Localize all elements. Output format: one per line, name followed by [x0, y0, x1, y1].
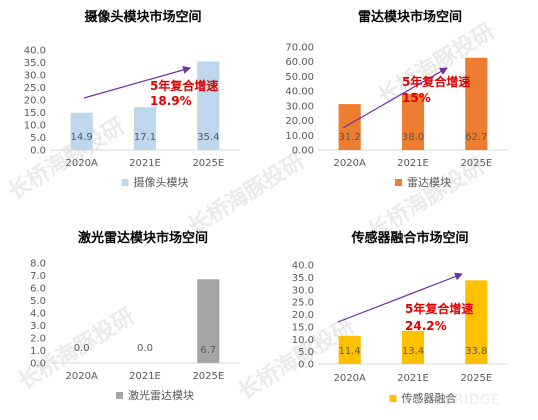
x-tick-label: 2020A [334, 158, 366, 169]
data-label: 0.0 [137, 343, 153, 354]
data-label: 33.8 [465, 346, 487, 357]
x-tick-label: 2021E [129, 158, 161, 169]
y-tick-label: 10.0 [24, 121, 46, 132]
y-tick-label: 8.0 [30, 259, 46, 270]
bar [197, 61, 220, 150]
y-tick-label: 35.0 [24, 58, 46, 69]
trend-arrow [342, 67, 448, 129]
y-tick-label: 0.0 [298, 360, 314, 371]
trend-arrow [337, 272, 463, 323]
trend-arrow [83, 66, 191, 99]
y-tick-label: 10.00 [285, 131, 314, 142]
data-label: 6.7 [200, 345, 216, 356]
y-tick-label: 30.0 [24, 71, 46, 82]
chart-title: 雷达模块市场空间 [358, 9, 462, 25]
chart-panel: 摄像头模块市场空间 0.0 5.010.0 15.020.0 25.030.0 35.04… [24, 9, 240, 189]
y-tick-label: 15.0 [24, 108, 46, 119]
bar [197, 279, 220, 363]
data-label: 17.1 [134, 132, 156, 143]
data-label: 14.9 [71, 132, 93, 143]
y-tick-label: 60.00 [285, 57, 314, 68]
bar [465, 57, 488, 151]
data-label: 0.0 [74, 343, 90, 354]
y-tick-label: 1.0 [30, 346, 46, 357]
cagr-annotation-value: 24.2% [405, 319, 447, 333]
y-tick-label: 6.0 [30, 284, 46, 295]
bar [70, 112, 93, 150]
bar [401, 94, 425, 150]
cagr-annotation-label: 5年复合增速 [150, 78, 218, 93]
chart-panel: 传感器融合市场空间 0.0 5.010.0 15.020.025.0 30.035.04… [292, 230, 508, 405]
chart-title: 传感器融合市场空间 [350, 230, 468, 246]
y-tick-label: 30.00 [285, 101, 314, 112]
y-tick-label: 25.0 [24, 83, 46, 94]
legend-swatch [116, 392, 123, 399]
data-label: 35.4 [197, 132, 219, 143]
bar [133, 107, 157, 150]
data-label: 11.4 [339, 346, 361, 357]
legend-swatch [389, 395, 397, 402]
x-tick-label: 2025E [192, 158, 224, 169]
x-tick-label: 2021E [397, 158, 429, 169]
y-tick-label: 5.0 [30, 133, 46, 144]
y-tick-label: 35.0 [292, 273, 314, 284]
chart-panel: 雷达模块市场空间 0.00 10.00 20.00 30.00 40.00 50.00 60.… [285, 9, 508, 189]
x-tick-label: 2020A [334, 373, 366, 384]
x-tick-label: 2025E [460, 373, 492, 384]
cagr-annotation-label: 5年复合增速 [402, 74, 470, 89]
legend-swatch [395, 179, 402, 186]
x-tick-label: 2020A [66, 158, 98, 169]
data-label: 38.0 [402, 132, 424, 143]
bar [401, 330, 425, 364]
data-label: 31.2 [339, 132, 361, 143]
x-tick-label: 2020A [66, 371, 98, 382]
x-tick-label: 2021E [129, 371, 161, 382]
legend-label: 激光雷达模块 [128, 388, 194, 402]
y-tick-label: 15.0 [292, 322, 314, 333]
legend-label: 传感器融合 [402, 391, 457, 405]
data-label: 13.4 [402, 346, 424, 357]
cagr-annotation-label: 5年复合增速 [405, 301, 473, 316]
chart-title: 激光雷达模块市场空间 [78, 230, 208, 246]
y-tick-label: 2.0 [30, 334, 46, 345]
legend-label: 雷达模块 [407, 176, 451, 189]
y-tick-label: 40.0 [292, 261, 314, 272]
chart-title: 摄像头模块市场空间 [84, 9, 201, 25]
y-tick-label: 5.0 [298, 347, 314, 358]
x-tick-label: 2025E [192, 371, 224, 382]
data-label: 62.7 [465, 132, 487, 143]
y-tick-label: 3.0 [30, 321, 46, 332]
y-tick-label: 40.0 [24, 46, 46, 57]
x-tick-label: 2021E [397, 373, 429, 384]
x-tick-label: 2025E [460, 158, 492, 169]
bar [338, 335, 361, 364]
watermark-logo-text: LONGBRIDGE [404, 393, 501, 408]
cagr-annotation-value: 18.9% [150, 94, 192, 108]
y-tick-label: 4.0 [30, 309, 46, 320]
y-tick-label: 40.00 [285, 87, 314, 98]
y-tick-label: 20.0 [24, 96, 46, 107]
legend-label: 摄像头模块 [134, 175, 189, 189]
y-tick-label: 7.0 [30, 271, 46, 282]
y-tick-label: 0.0 [30, 146, 46, 157]
y-tick-label: 20.00 [285, 116, 314, 127]
y-tick-label: 5.0 [30, 296, 46, 307]
legend-swatch [121, 179, 129, 186]
y-tick-label: 0.00 [292, 146, 314, 157]
bar [338, 104, 361, 150]
y-tick-label: 25.0 [292, 298, 314, 309]
y-tick-label: 30.0 [292, 285, 314, 296]
cagr-annotation-value: 15% [402, 91, 431, 105]
y-tick-label: 20.0 [292, 310, 314, 321]
y-tick-label: 50.00 [285, 72, 314, 83]
bar [465, 280, 488, 364]
y-tick-label: 10.0 [292, 335, 314, 346]
y-tick-label: 0.0 [30, 359, 46, 370]
chart-panel: 激光雷达模块市场空间 0.0 1.02.0 3.04.0 5.06.0 7.08.0 0.0… [30, 230, 240, 402]
y-tick-label: 70.00 [285, 43, 314, 54]
